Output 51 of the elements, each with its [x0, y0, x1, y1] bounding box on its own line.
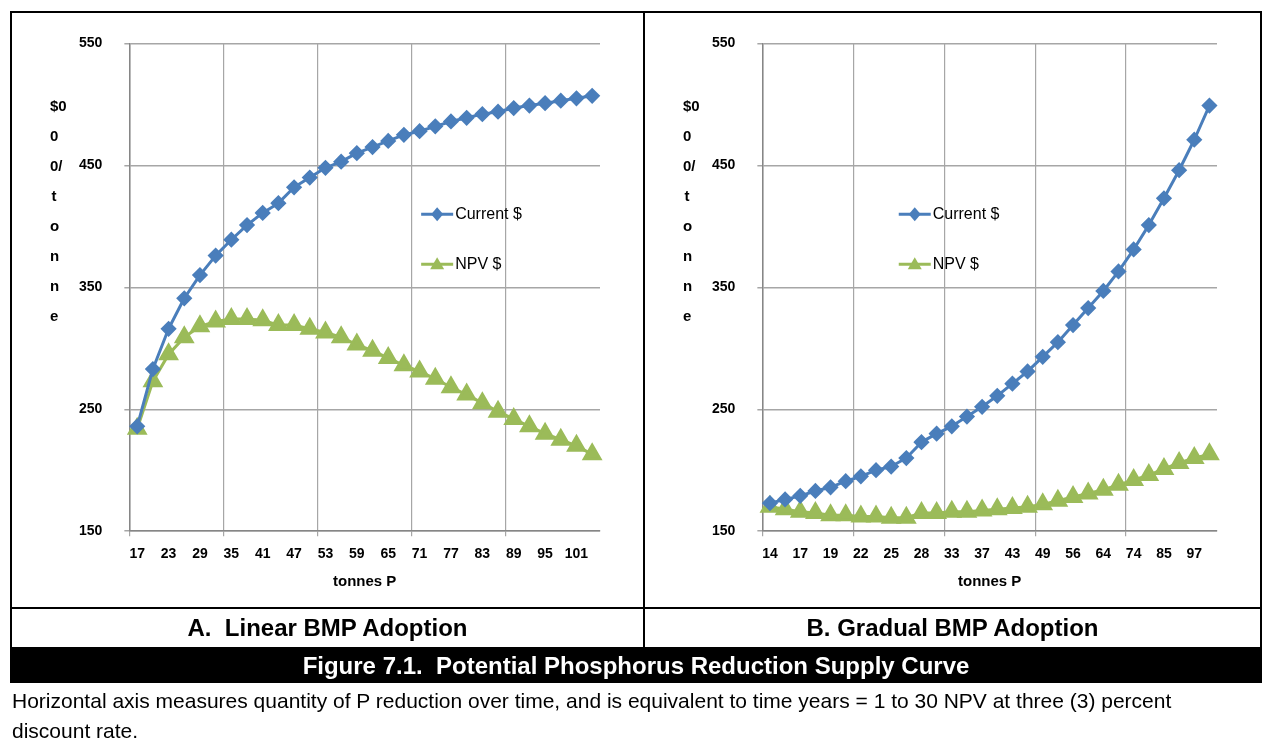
y-tick-label: 250	[79, 400, 103, 417]
x-tick-label: 25	[883, 545, 900, 562]
y-tick-label: 450	[79, 156, 103, 173]
x-tick-label: 43	[1004, 545, 1021, 562]
y-axis-title: $000/ tonne	[683, 96, 700, 326]
x-tick-label: 23	[160, 545, 177, 562]
y-tick-label: 550	[79, 34, 103, 51]
x-axis-title: tonnes P	[958, 572, 1022, 590]
x-tick-label: 49	[1034, 545, 1051, 562]
legend-label: NPV $	[932, 254, 980, 272]
legend-label: Current $	[455, 204, 522, 222]
x-tick-label: 89	[505, 545, 522, 562]
x-tick-label: 97	[1186, 545, 1203, 562]
y-tick-label: 350	[79, 278, 103, 295]
x-tick-label: 41	[254, 545, 271, 562]
x-axis-title: tonnes P	[333, 572, 397, 590]
x-tick-label: 74	[1125, 545, 1142, 562]
text: Horizontal axis measures quantity of P reduction over time, and is equivalent to time years = 1 to 30 NPV at three (3) percent discount rate.	[12, 688, 1173, 744]
x-tick-label: 56	[1065, 545, 1082, 562]
y-tick-label: 550	[712, 34, 736, 51]
x-tick-label: 19	[822, 545, 839, 562]
x-tick-label: 22	[853, 545, 869, 562]
x-tick-label: 14	[762, 545, 778, 562]
x-tick-label: 71	[411, 545, 428, 562]
x-tick-label: 85	[1156, 545, 1172, 562]
x-tick-label: 83	[474, 545, 491, 562]
x-tick-label: 47	[286, 545, 303, 562]
y-tick-label: 250	[712, 400, 736, 417]
x-tick-label: 37	[974, 545, 991, 562]
x-tick-label: 101	[564, 545, 589, 562]
x-tick-label: 28	[913, 545, 930, 562]
y-tick-label: 150	[712, 522, 736, 539]
legend-label: Current $	[932, 204, 1000, 222]
x-tick-label: 17	[792, 545, 809, 562]
y-tick-label: 450	[712, 156, 736, 173]
x-tick-label: 17	[129, 545, 146, 562]
text: B. Gradual BMP Adoption	[643, 609, 1262, 649]
y-tick-label: 150	[79, 522, 103, 539]
x-tick-label: 59	[349, 545, 365, 562]
legend-label: NPV $	[455, 254, 502, 272]
x-tick-label: 35	[223, 545, 240, 562]
y-tick-label: 350	[712, 278, 736, 295]
y-axis-title: $000/ tonne	[50, 96, 67, 326]
x-tick-label: 95	[537, 545, 554, 562]
x-tick-label: 53	[317, 545, 334, 562]
caption: Figure 7.1. Potential Phosphorus Reduction Supply Curve	[10, 649, 1262, 683]
x-tick-label: 29	[192, 545, 208, 562]
x-tick-label: 64	[1095, 545, 1112, 562]
x-tick-label: 33	[944, 545, 960, 562]
x-tick-label: 77	[443, 545, 459, 562]
x-tick-label: 65	[380, 545, 397, 562]
